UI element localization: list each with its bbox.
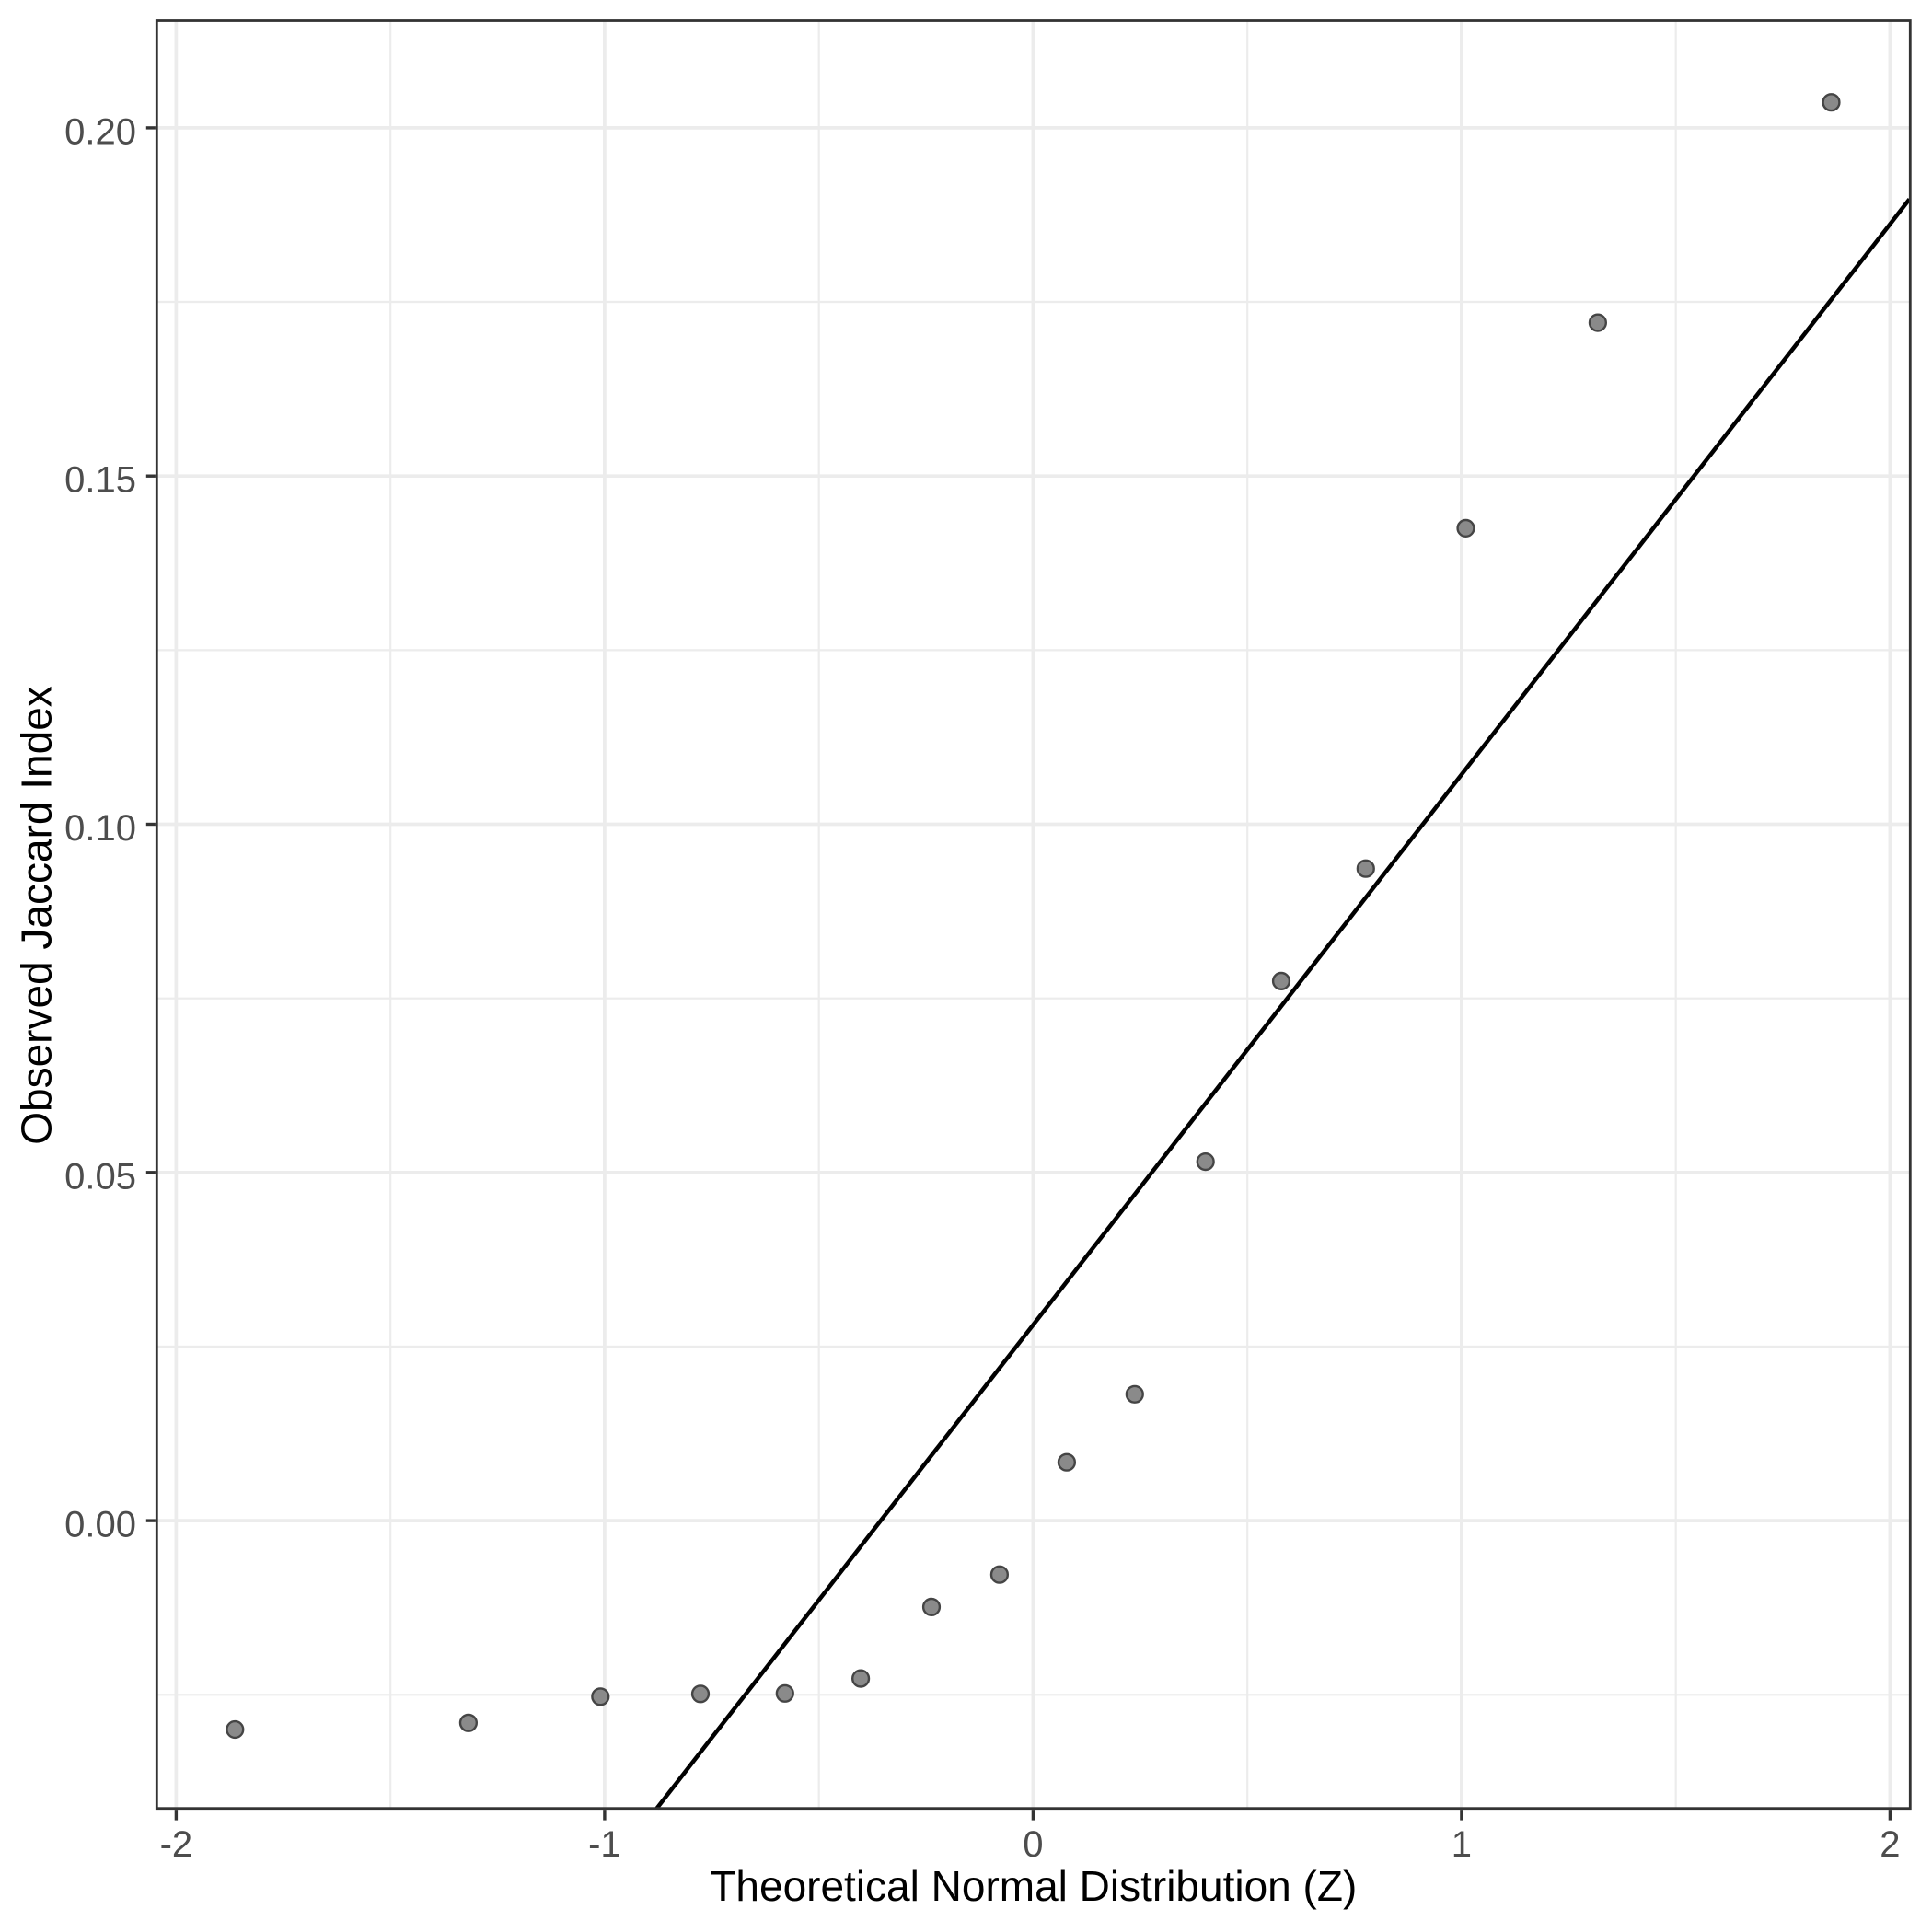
- svg-text:Theoretical Normal Distributio: Theoretical Normal Distribution (Z): [710, 1862, 1357, 1910]
- svg-text:0.10: 0.10: [64, 808, 136, 849]
- svg-text:-2: -2: [160, 1824, 193, 1865]
- svg-text:-1: -1: [588, 1824, 621, 1865]
- svg-text:0.15: 0.15: [64, 460, 136, 501]
- svg-text:Observed Jaccard Index: Observed Jaccard Index: [13, 686, 61, 1145]
- svg-text:0.20: 0.20: [64, 111, 136, 152]
- svg-text:0.00: 0.00: [64, 1505, 136, 1545]
- svg-text:2: 2: [1880, 1824, 1900, 1865]
- svg-text:1: 1: [1452, 1824, 1472, 1865]
- svg-text:0: 0: [1023, 1824, 1043, 1865]
- svg-text:0.05: 0.05: [64, 1156, 136, 1197]
